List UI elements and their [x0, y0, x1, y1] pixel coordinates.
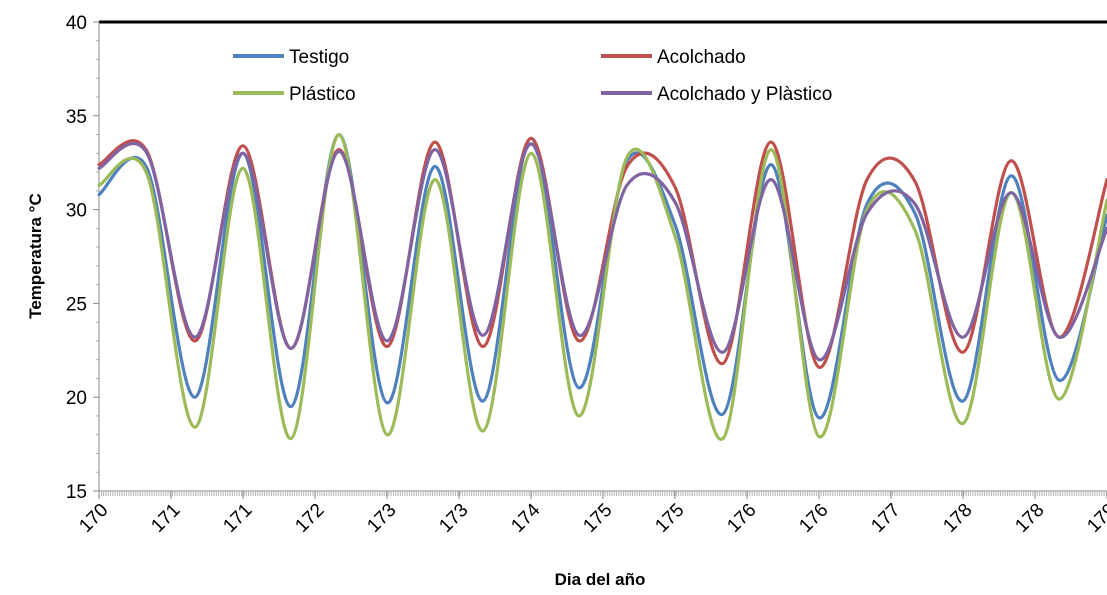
x-tick-label: 173: [435, 500, 472, 537]
x-tick-label: 174: [507, 499, 545, 537]
legend-label-3: Plástico: [289, 84, 356, 105]
y-tick-label: 30: [66, 201, 87, 222]
x-tick-label: 177: [867, 500, 904, 537]
x-tick-label: 178: [1011, 500, 1048, 537]
y-axis: 15 20 25 30 35 40: [66, 13, 99, 503]
x-axis-title: Dia del año: [555, 570, 646, 589]
x-tick-label: 179: [1083, 500, 1107, 537]
y-axis-title: Temperatura °C: [26, 193, 45, 319]
legend-label-2: Acolchado: [657, 47, 746, 68]
x-axis: 170 171 171 172 173 173 174 175 175 176 176 177 178 1…: [75, 491, 1107, 537]
y-tick-label: 40: [66, 13, 87, 34]
x-tick-label: 173: [363, 500, 400, 537]
series-line-4: [97, 142, 1107, 362]
x-tick-label: 176: [723, 500, 760, 537]
y-tick-label: 35: [66, 107, 87, 128]
y-tick-label: 25: [66, 294, 87, 315]
x-tick-label: 176: [795, 500, 832, 537]
series-line-3: [97, 132, 1107, 441]
legend: Testigo Acolchado Plástico Acolchado y Plàs…: [233, 47, 832, 105]
x-minor-ticks: [98, 491, 1107, 496]
legend-label-1: Testigo: [289, 47, 349, 68]
y-tick-label: 15: [66, 482, 87, 503]
series-line-1: [97, 132, 1107, 420]
x-tick-label: 175: [579, 500, 616, 537]
x-tick-label: 175: [651, 500, 688, 537]
x-tick-label: 171: [219, 500, 256, 537]
legend-label-4: Acolchado y Plàstico: [657, 84, 832, 105]
series-layer: [97, 132, 1107, 441]
y-tick-label: 20: [66, 388, 87, 409]
x-tick-label: 170: [75, 500, 112, 537]
x-tick-label: 171: [147, 500, 184, 537]
x-tick-label: 178: [939, 500, 976, 537]
x-tick-label: 172: [291, 500, 328, 537]
